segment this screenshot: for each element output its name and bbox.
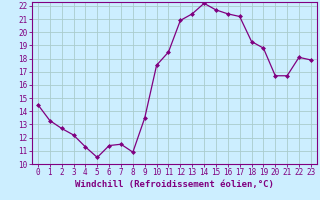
X-axis label: Windchill (Refroidissement éolien,°C): Windchill (Refroidissement éolien,°C) bbox=[75, 180, 274, 189]
